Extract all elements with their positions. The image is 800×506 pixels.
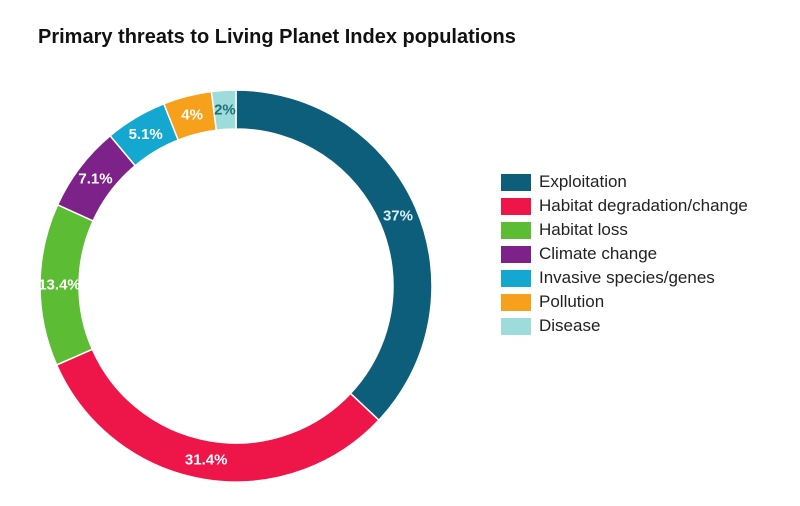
legend-item-disease: Disease [501,314,748,338]
legend-swatch [501,317,531,335]
slice-label-pollution: 4% [181,107,203,124]
legend-label: Exploitation [539,172,627,191]
legend-item-habitat-degradation-change: Habitat degradation/change [501,194,748,218]
legend-swatch [501,197,531,215]
legend-item-climate-change: Climate change [501,242,748,266]
legend-swatch [501,293,531,311]
legend-swatch [501,221,531,239]
legend-item-pollution: Pollution [501,290,748,314]
legend-label: Pollution [539,292,605,311]
slice-label-climate-change: 7.1% [78,171,112,188]
slice-label-exploitation: 37% [383,207,413,224]
slice-label-habitat-loss: 13.4% [38,276,81,293]
legend-swatch [501,173,531,191]
legend-item-invasive-species-genes: Invasive species/genes [501,266,748,290]
legend-item-habitat-loss: Habitat loss [501,218,748,242]
legend-label: Invasive species/genes [539,268,715,287]
legend-label: Disease [539,316,601,335]
slice-label-habitat-degradation-change: 31.4% [185,451,228,468]
slices-layer [39,89,433,483]
legend-item-exploitation: Exploitation [501,170,748,194]
legend-label: Habitat loss [539,220,628,239]
legend-label: Climate change [539,244,658,263]
legend-label: Habitat degradation/change [539,196,748,215]
legend-swatch [501,269,531,287]
chart-title: Primary threats to Living Planet Index p… [38,26,516,48]
slice-label-disease: 2% [214,101,236,118]
slice-labels-layer: 37% 31.4% 13.4% 7.1% 5.1% 4% 2% [38,101,413,468]
legend-swatch [501,245,531,263]
slice-exploitation [235,89,433,422]
legend: Exploitation Habitat degradation/change Ha… [501,170,748,338]
slice-label-invasive-species-genes: 5.1% [129,126,163,143]
slice-disease [210,89,237,132]
